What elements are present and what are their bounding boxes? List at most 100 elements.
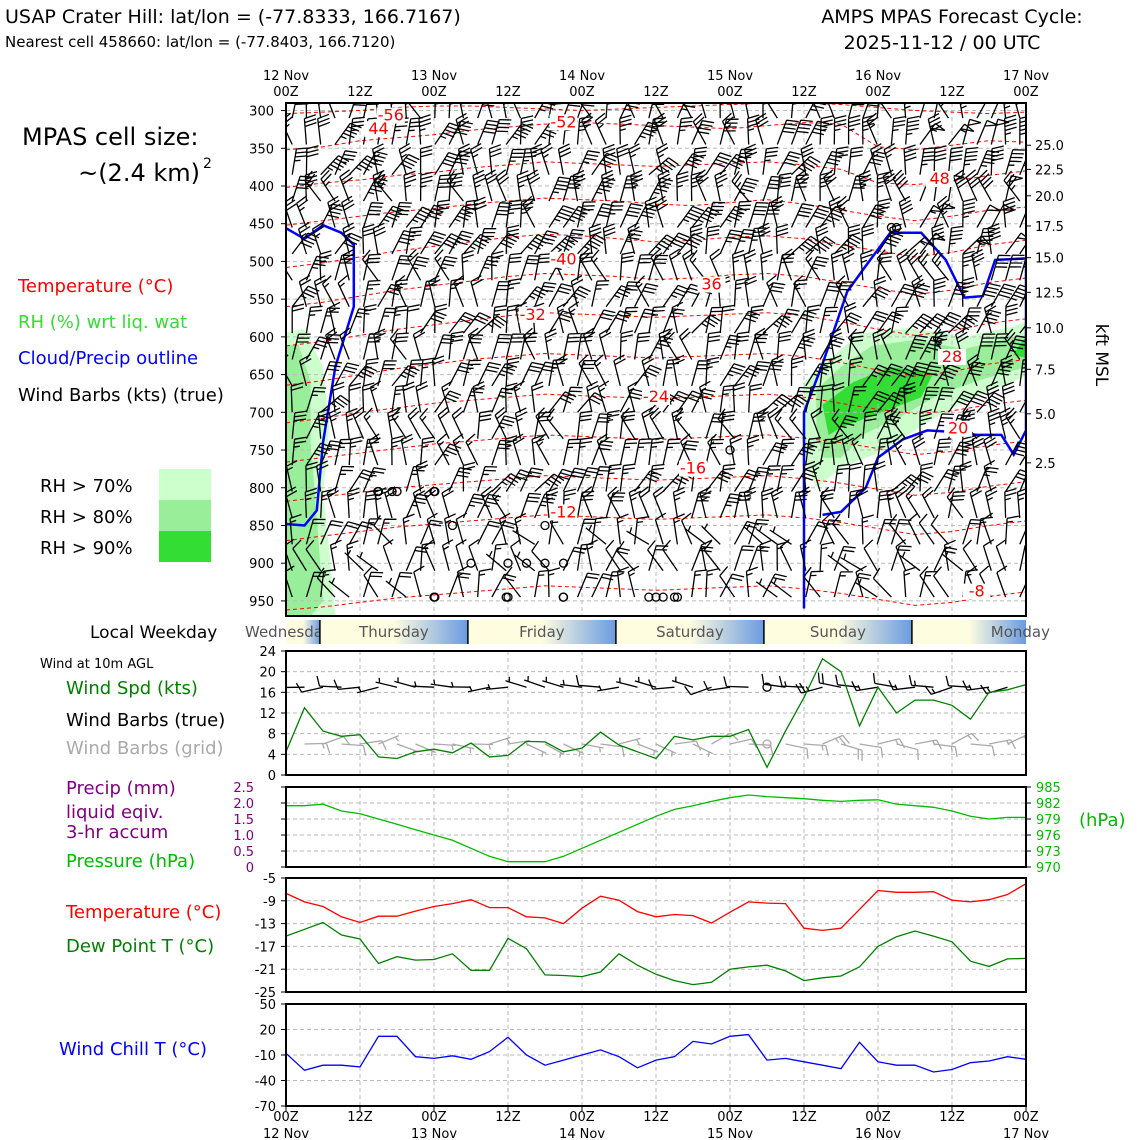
wind-barb [862,150,887,175]
wind-barb [477,520,502,545]
weekday-segment [763,620,912,644]
wind-barb [494,406,507,439]
wind-barb [348,365,377,387]
temperature-label-bg [697,276,726,293]
wind-barb [568,301,580,334]
wind-barb-calm [540,558,550,568]
wind-barb [719,566,736,598]
wind-barb [705,201,726,228]
wind-barb [512,526,536,545]
wind-barb-calm [447,520,458,531]
wind-barb [847,462,862,492]
wind-barb [1019,255,1026,281]
wind-barb [472,381,485,413]
wind-barb [434,199,451,228]
wind-barb [629,170,644,202]
wind-barb [705,413,726,439]
wind-barb [746,114,760,145]
wind-barb [534,230,559,255]
wind-barb [815,222,829,255]
pressure-unit-label: (hPa) [1079,810,1126,831]
wind-barb [362,103,379,119]
wind-barb [705,331,721,360]
wind-barb [719,410,736,439]
wind-barb [420,204,446,228]
temperature-label-bg [938,349,966,366]
kft-tick-label: 12.5 [1035,286,1064,301]
wind-barb [766,274,778,307]
wind-barb [605,103,617,119]
wind-barb [819,541,834,571]
wind-barb [504,566,522,598]
wind-barb [905,236,934,255]
wind-barb [391,384,408,413]
wind-barb [305,386,327,413]
wind-barb [328,577,350,598]
wind-barb-grid [933,743,958,758]
wind-barb [465,433,479,466]
wind-barb [605,571,625,598]
wind-barb [303,114,317,145]
wind-barb [391,407,407,440]
wind-barb-grid [415,743,437,757]
wind-barb [286,460,298,492]
wind-barb [305,336,332,360]
wind-barb [933,103,939,119]
bottom-axis-date: 17 Nov [1003,1127,1049,1140]
wind-barb [548,205,575,228]
wind-barb [305,461,318,492]
wind-barb [733,364,762,387]
wind-barb [933,413,955,439]
temperature-label: -40 [550,250,576,269]
wind-barb [762,146,779,175]
wind-barb [663,328,678,360]
wind-barb [412,327,426,360]
wind-barb-grid [1007,734,1026,745]
wind-barb-grid [489,736,511,745]
wind-barb [676,233,705,255]
wind-barb [436,433,450,466]
wind-barb [919,462,933,492]
wind-barb [695,169,709,202]
wind-barb [320,519,344,545]
wind-barb [598,327,612,360]
pressure-label: Pressure (hPa) [66,851,195,872]
legend-rh90-swatch [159,531,211,562]
wind-barb [320,334,341,360]
wind-barb [976,466,999,492]
wind-barb [983,433,997,466]
wind-barb [762,393,793,413]
wind-barb [1005,232,1026,255]
wind-barb [334,232,363,255]
wind-barb [776,253,795,281]
wind-barb [331,381,345,413]
wind-barb [911,274,925,307]
top-axis-hour: 00Z [717,85,743,100]
wind-barb [585,524,607,545]
pressure-right-label: 973 [1036,845,1061,860]
wind-barb [562,546,587,571]
wind-barb [510,538,522,571]
wind-barb [819,489,834,518]
wind-barb [377,283,403,308]
wind-barb [619,229,643,255]
pressure-tick-label: 450 [249,218,274,233]
cross-section-frame [285,102,1027,617]
wind-barb [619,103,641,119]
wind-barb-true [467,685,490,693]
wind-barb-calm [658,592,668,602]
wind-barb [530,381,544,413]
wind-barb [320,169,336,202]
nearest-cell-label: Nearest cell 458660: lat/lon = (-77.8403… [5,33,395,51]
wind-barb [657,169,671,202]
wind-barb [762,201,782,228]
wind-barb-grid [526,743,547,757]
wind-barb-grid [618,737,641,745]
temperature-label: 48 [929,169,949,188]
wind-barb [504,382,518,413]
wind-barb [286,249,293,281]
wind-barb [862,204,888,228]
wind-barb [530,143,544,175]
wind-barb [933,145,947,175]
wind-barb [892,169,909,202]
